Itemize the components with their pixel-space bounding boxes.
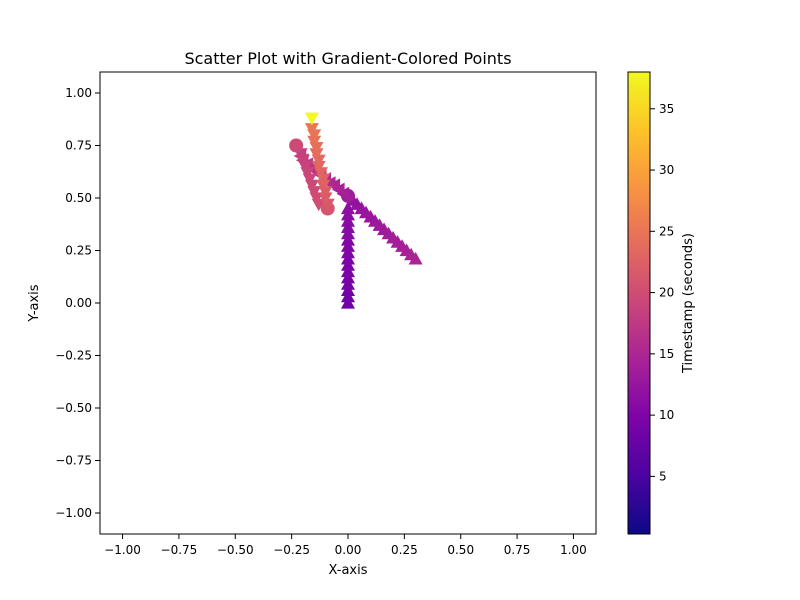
y-axis-label: Y-axis bbox=[27, 284, 42, 322]
y-tick-label: −1.00 bbox=[55, 506, 92, 520]
colorbar bbox=[627, 71, 651, 535]
scatter-point bbox=[304, 123, 319, 136]
colorbar-tick-label: 30 bbox=[659, 163, 674, 177]
y-tick-label: −0.25 bbox=[55, 349, 92, 363]
x-tick-label: 0.50 bbox=[447, 543, 474, 557]
scatter-point bbox=[341, 245, 355, 259]
scatter-point bbox=[304, 112, 319, 126]
y-tick-label: 0.25 bbox=[65, 244, 92, 258]
x-axis-ticks: −1.00 −0.75 −0.50 −0.25 0.00 0.25 0.50 0.75 1.00 bbox=[104, 534, 587, 557]
scatter-point bbox=[341, 277, 355, 290]
data-points bbox=[289, 112, 423, 309]
x-tick-label: −0.50 bbox=[217, 543, 254, 557]
colorbar-tick-label: 15 bbox=[659, 347, 674, 361]
chart-title: Scatter Plot with Gradient-Colored Point… bbox=[184, 49, 511, 68]
colorbar-tick-label: 35 bbox=[659, 102, 674, 116]
colorbar-label: Timestamp (seconds) bbox=[681, 233, 696, 374]
scatter-point bbox=[311, 198, 326, 212]
x-tick-label: −1.00 bbox=[104, 543, 141, 557]
colorbar-ticks: 5 10 15 20 25 30 35 bbox=[650, 102, 674, 483]
colorbar-tick-label: 20 bbox=[659, 286, 674, 300]
colorbar-tick-label: 25 bbox=[659, 224, 674, 238]
x-tick-label: 0.00 bbox=[335, 543, 362, 557]
x-tick-label: 0.75 bbox=[504, 543, 531, 557]
y-tick-label: −0.75 bbox=[55, 454, 92, 468]
y-tick-label: −0.50 bbox=[55, 401, 92, 415]
x-tick-label: 0.25 bbox=[391, 543, 418, 557]
y-tick-label: 1.00 bbox=[65, 86, 92, 100]
x-tick-label: 1.00 bbox=[560, 543, 587, 557]
y-tick-label: 0.50 bbox=[65, 191, 92, 205]
y-axis-ticks: −1.00 −0.75 −0.50 −0.25 0.00 0.25 0.50 0.75 1.00 bbox=[55, 86, 100, 520]
y-tick-label: 0.75 bbox=[65, 139, 92, 153]
x-tick-label: −0.25 bbox=[273, 543, 310, 557]
x-axis-label: X-axis bbox=[329, 563, 368, 578]
colorbar-tick-label: 10 bbox=[659, 408, 674, 422]
x-tick-label: −0.75 bbox=[161, 543, 198, 557]
colorbar-tick-label: 5 bbox=[659, 469, 667, 483]
scatter-point bbox=[341, 201, 355, 215]
y-tick-label: 0.00 bbox=[65, 296, 92, 310]
scatter-point bbox=[289, 138, 304, 153]
